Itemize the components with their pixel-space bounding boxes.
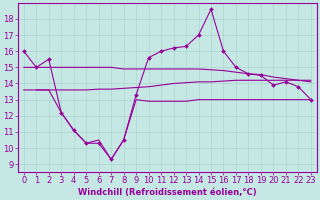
X-axis label: Windchill (Refroidissement éolien,°C): Windchill (Refroidissement éolien,°C) — [78, 188, 257, 197]
